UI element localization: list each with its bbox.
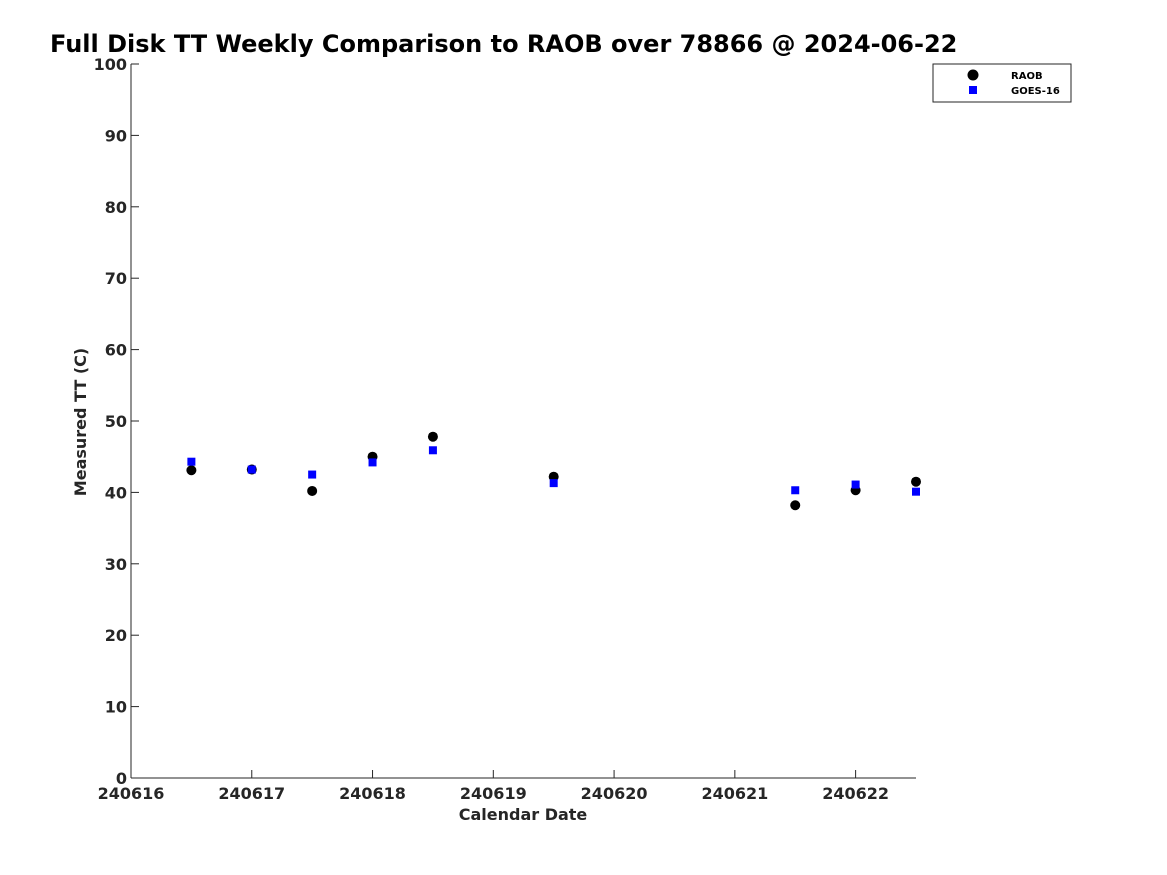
y-tick-label: 40 (105, 483, 127, 502)
goes-16-point (368, 458, 377, 467)
legend-raob-marker (967, 69, 979, 81)
x-tick-label: 240621 (701, 784, 768, 803)
goes-16-point (428, 446, 437, 455)
raob-point (186, 465, 197, 476)
x-tick-label: 240616 (98, 784, 165, 803)
goes-16-point (247, 465, 256, 474)
y-tick-label: 50 (105, 412, 127, 431)
raob-point (790, 500, 801, 511)
chart-title: Full Disk TT Weekly Comparison to RAOB o… (50, 30, 957, 58)
raob-point (911, 476, 921, 487)
x-tick-label: 240617 (218, 784, 285, 803)
y-tick-label: 30 (105, 555, 127, 574)
x-axis-label: Calendar Date (459, 805, 588, 824)
goes-16-point (912, 487, 920, 496)
x-tick-label: 240622 (822, 784, 889, 803)
legend-entry-label: GOES-16 (1011, 86, 1060, 97)
goes-16-point (308, 470, 317, 479)
data-points (186, 431, 921, 511)
raob-point (427, 431, 438, 442)
y-tick-label: 0 (116, 769, 127, 788)
y-tick-label: 70 (105, 269, 127, 288)
x-tick-label: 240620 (581, 784, 648, 803)
goes-16-point (851, 480, 860, 489)
y-axis-label: Measured TT (C) (71, 348, 90, 496)
y-tick-label: 20 (105, 626, 127, 645)
raob-point (307, 485, 318, 496)
x-axis-ticks: 240616 240617 240618 240619 240620 240621 2406… (98, 770, 889, 803)
legend: RAOB GOES-16 (932, 63, 1072, 103)
y-axis-ticks: 0 10 20 30 40 50 60 70 80 90 100 (94, 55, 139, 788)
goes-16-point (791, 486, 800, 495)
x-tick-label: 240618 (339, 784, 406, 803)
legend-entry-label: RAOB (1011, 71, 1043, 82)
x-tick-label: 240619 (460, 784, 527, 803)
legend-goes-16-marker (969, 86, 977, 94)
y-tick-label: 100 (94, 55, 127, 74)
goes-16-point (549, 479, 558, 488)
y-tick-label: 90 (105, 126, 127, 145)
legend-box (932, 63, 1072, 103)
y-tick-label: 60 (105, 341, 127, 360)
axes (130, 64, 916, 779)
goes-16-point (187, 457, 196, 466)
y-tick-label: 80 (105, 198, 127, 217)
y-tick-label: 10 (105, 698, 127, 717)
